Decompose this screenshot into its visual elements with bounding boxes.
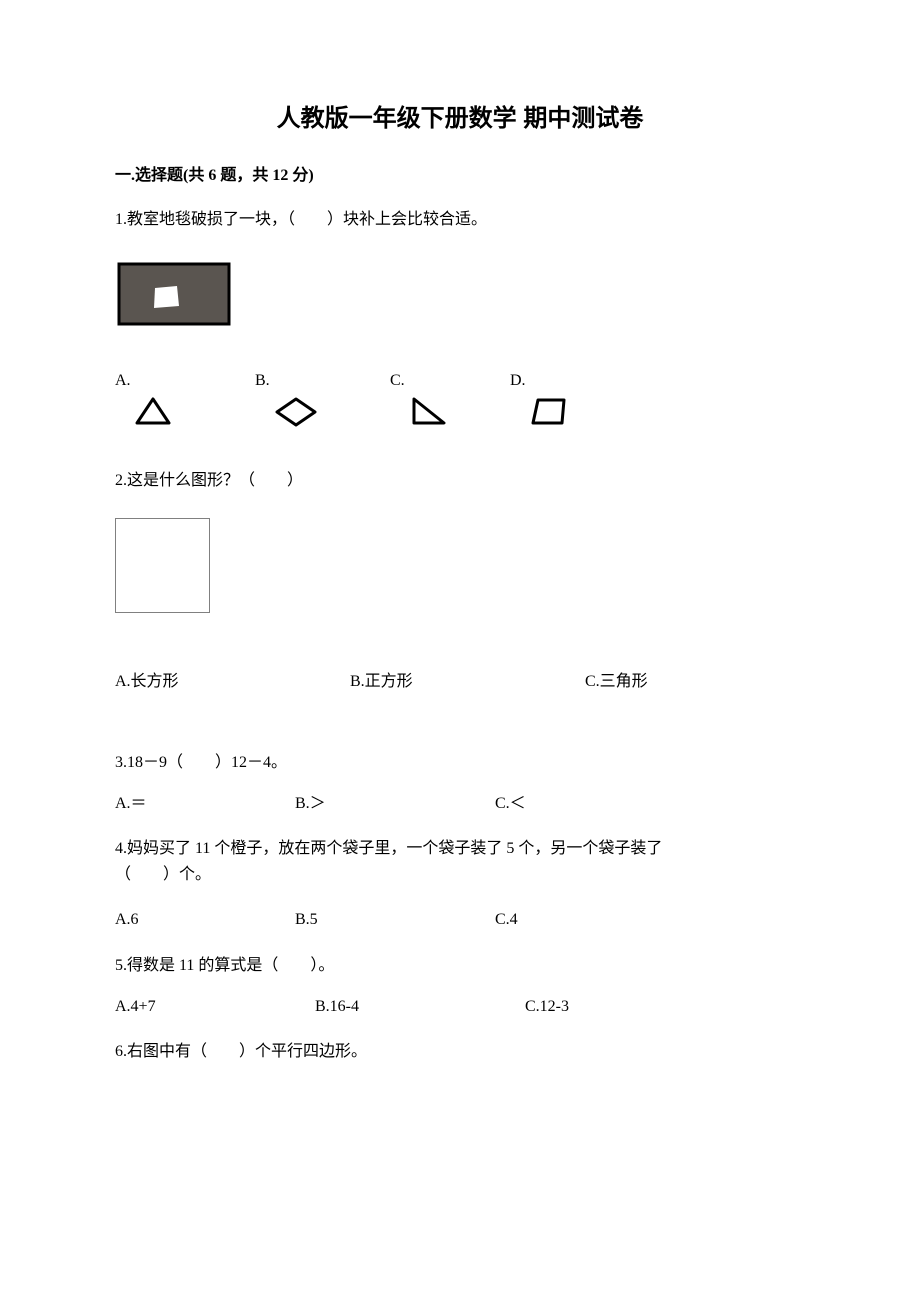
q3-opt-a[interactable]: A.＝ xyxy=(115,791,295,817)
q1-opt-c-label: C. xyxy=(390,368,405,394)
q1-opt-a[interactable]: A. xyxy=(115,368,255,436)
trapezoid-icon xyxy=(528,395,570,436)
square-shape-icon xyxy=(115,518,210,613)
q5-text: 5.得数是 11 的算式是（ ）。 xyxy=(115,953,805,979)
q4-opt-c[interactable]: C.4 xyxy=(495,907,518,933)
q1-opt-c[interactable]: C. xyxy=(390,368,510,436)
q3-options: A.＝ B.＞ C.＜ xyxy=(115,791,805,817)
q1-opt-a-label: A. xyxy=(115,368,131,394)
q3-opt-b[interactable]: B.＞ xyxy=(295,791,495,817)
question-3: 3.18－9（ ）12－4。 A.＝ B.＞ C.＜ xyxy=(115,750,805,816)
q3-text: 3.18－9（ ）12－4。 xyxy=(115,750,805,776)
carpet-svg xyxy=(115,258,235,333)
q5-opt-b[interactable]: B.16-4 xyxy=(315,994,525,1020)
q2-opt-b[interactable]: B.正方形 xyxy=(350,669,585,695)
triangle-icon xyxy=(133,395,173,436)
q5-opt-c[interactable]: C.12-3 xyxy=(525,994,569,1020)
q3-opt-c[interactable]: C.＜ xyxy=(495,791,526,817)
q1-text: 1.教室地毯破损了一块，（ ）块补上会比较合适。 xyxy=(115,207,805,233)
diamond-icon xyxy=(273,395,319,438)
q5-options: A.4+7 B.16-4 C.12-3 xyxy=(115,994,805,1020)
question-1: 1.教室地毯破损了一块，（ ）块补上会比较合适。 A. B. C. xyxy=(115,207,805,438)
q4-text-line1: 4.妈妈买了 11 个橙子，放在两个袋子里，一个袋子装了 5 个，另一个袋子装了 xyxy=(115,836,805,862)
q2-text: 2.这是什么图形？（ ） xyxy=(115,468,805,494)
q1-options: A. B. C. D. xyxy=(115,368,805,438)
q1-carpet-image xyxy=(115,258,805,333)
q6-text: 6.右图中有（ ）个平行四边形。 xyxy=(115,1039,805,1065)
q5-opt-a[interactable]: A.4+7 xyxy=(115,994,315,1020)
q4-opt-b[interactable]: B.5 xyxy=(295,907,495,933)
question-5: 5.得数是 11 的算式是（ ）。 A.4+7 B.16-4 C.12-3 xyxy=(115,953,805,1019)
q2-opt-a[interactable]: A.长方形 xyxy=(115,669,350,695)
question-4: 4.妈妈买了 11 个橙子，放在两个袋子里，一个袋子装了 5 个，另一个袋子装了… xyxy=(115,836,805,933)
q1-opt-d[interactable]: D. xyxy=(510,368,570,436)
right-triangle-icon xyxy=(408,395,448,436)
section-1-header: 一.选择题(共 6 题，共 12 分) xyxy=(115,163,805,189)
q2-options: A.长方形 B.正方形 C.三角形 xyxy=(115,669,805,695)
q4-text-line2: （ ）个。 xyxy=(115,862,805,888)
question-2: 2.这是什么图形？（ ） A.长方形 B.正方形 C.三角形 xyxy=(115,468,805,695)
page-title: 人教版一年级下册数学 期中测试卷 xyxy=(115,100,805,138)
q1-opt-b-label: B. xyxy=(255,368,270,394)
q2-opt-c[interactable]: C.三角形 xyxy=(585,669,648,695)
q1-opt-d-label: D. xyxy=(510,368,526,394)
q1-opt-b[interactable]: B. xyxy=(255,368,390,438)
question-6: 6.右图中有（ ）个平行四边形。 xyxy=(115,1039,805,1065)
q4-opt-a[interactable]: A.6 xyxy=(115,907,295,933)
q4-options: A.6 B.5 C.4 xyxy=(115,907,805,933)
